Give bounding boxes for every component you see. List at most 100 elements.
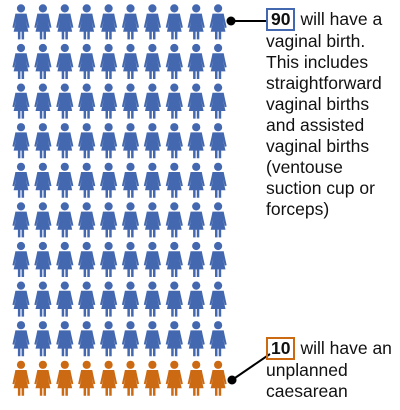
person-icon: [121, 202, 140, 238]
person-icon: [165, 360, 183, 396]
person-icon: [12, 241, 30, 277]
person-icon: [121, 123, 140, 159]
person-icon: [34, 241, 52, 277]
person-icon: [12, 202, 30, 238]
person-icon: [34, 123, 52, 159]
person-icon: [100, 4, 118, 40]
person-icon: [143, 241, 161, 277]
person-icon: [56, 202, 74, 238]
person-icon: [209, 360, 227, 396]
count-box-vaginal: 90: [266, 8, 296, 31]
person-icon: [78, 202, 96, 238]
person-icon: [56, 360, 74, 396]
person-icon: [165, 202, 183, 238]
person-icon: [187, 4, 205, 40]
person-icon: [100, 360, 118, 396]
person-icon: [56, 281, 74, 317]
person-icon: [34, 4, 52, 40]
person-icon: [100, 281, 118, 317]
person-icon: [143, 321, 161, 357]
person-icon: [187, 321, 205, 357]
person-icon: [209, 162, 227, 198]
person-icon: [209, 321, 227, 357]
person-icon: [143, 4, 161, 40]
person-icon: [12, 321, 30, 357]
person-icon: [56, 43, 74, 79]
person-icon: [165, 123, 183, 159]
person-icon: [209, 83, 227, 119]
person-icon: [100, 123, 118, 159]
person-icon: [56, 162, 74, 198]
person-icon: [100, 43, 118, 79]
person-icon: [121, 83, 140, 119]
person-icon: [121, 4, 140, 40]
person-icon: [34, 321, 52, 357]
person-icon: [143, 360, 161, 396]
person-icon: [100, 162, 118, 198]
person-icon: [12, 43, 30, 79]
person-icon: [121, 360, 140, 396]
count-box-caesarean: 10: [266, 337, 296, 360]
person-icon: [12, 162, 30, 198]
person-icon: [187, 123, 205, 159]
connector-line: [231, 353, 271, 381]
person-icon: [12, 4, 30, 40]
person-icon: [100, 202, 118, 238]
person-icon: [187, 83, 205, 119]
connector-caesarean: [227, 353, 271, 385]
person-icon: [78, 281, 96, 317]
person-icon: [187, 241, 205, 277]
person-icon: [143, 162, 161, 198]
person-icon: [78, 83, 96, 119]
person-icon: [143, 43, 161, 79]
person-icon: [56, 83, 74, 119]
person-icon: [143, 83, 161, 119]
person-icon: [165, 321, 183, 357]
label-caesarean: will have an unplanned caesarean: [266, 338, 392, 401]
person-icon: [34, 43, 52, 79]
person-icon: [121, 162, 140, 198]
person-icon: [12, 83, 30, 119]
person-icon: [12, 281, 30, 317]
person-icon: [143, 281, 161, 317]
person-icon: [78, 162, 96, 198]
person-icon: [34, 162, 52, 198]
person-icon: [78, 241, 96, 277]
person-icon: [121, 321, 140, 357]
person-icon: [187, 202, 205, 238]
person-icon: [143, 123, 161, 159]
person-icon: [209, 123, 227, 159]
annotation-unplanned-caesarean: 10 will have an unplanned caesarean: [266, 337, 396, 402]
connector-vaginal: [226, 16, 266, 26]
person-icon: [121, 241, 140, 277]
person-icon: [56, 123, 74, 159]
person-icon: [12, 123, 30, 159]
person-icon: [209, 43, 227, 79]
person-icon: [100, 321, 118, 357]
person-icon: [34, 360, 52, 396]
person-icon: [165, 281, 183, 317]
person-icon: [209, 241, 227, 277]
person-icon: [78, 321, 96, 357]
person-icon: [165, 241, 183, 277]
person-icon: [209, 4, 227, 40]
person-icon: [187, 360, 205, 396]
person-icon: [209, 202, 227, 238]
person-icon: [34, 202, 52, 238]
person-icon: [187, 162, 205, 198]
annotation-vaginal-birth: 90 will have a vaginal birth. This includ…: [266, 8, 396, 220]
person-icon: [165, 162, 183, 198]
person-icon: [34, 281, 52, 317]
person-icon: [121, 281, 140, 317]
person-icon: [165, 83, 183, 119]
label-vaginal: will have a vaginal birth. This includes…: [266, 9, 383, 219]
person-icon: [56, 241, 74, 277]
person-icon: [78, 123, 96, 159]
person-icon: [165, 43, 183, 79]
person-icon: [143, 202, 161, 238]
person-icon: [34, 83, 52, 119]
person-icon: [121, 43, 140, 79]
person-icon: [78, 360, 96, 396]
